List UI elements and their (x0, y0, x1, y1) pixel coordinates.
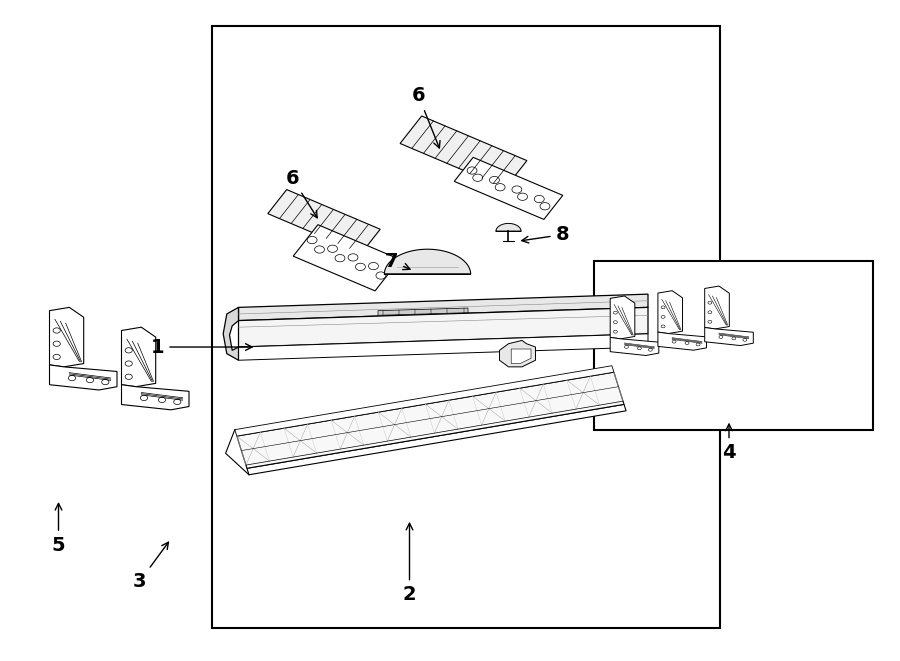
Polygon shape (378, 308, 468, 315)
Polygon shape (122, 327, 156, 387)
Polygon shape (247, 405, 626, 475)
Polygon shape (400, 116, 526, 188)
Polygon shape (658, 332, 706, 350)
Polygon shape (705, 286, 729, 329)
Polygon shape (50, 307, 84, 367)
Polygon shape (268, 190, 380, 253)
FancyBboxPatch shape (212, 26, 720, 628)
Text: 4: 4 (722, 424, 736, 462)
Polygon shape (122, 385, 189, 410)
Polygon shape (50, 365, 117, 390)
Polygon shape (237, 372, 624, 468)
Polygon shape (293, 225, 400, 291)
Polygon shape (500, 340, 536, 367)
Text: 3: 3 (133, 542, 168, 591)
Polygon shape (610, 337, 659, 356)
Polygon shape (223, 307, 238, 360)
Polygon shape (238, 294, 648, 321)
Polygon shape (511, 349, 531, 364)
Text: 7: 7 (385, 252, 410, 270)
Polygon shape (454, 157, 562, 219)
Text: 5: 5 (51, 504, 66, 555)
FancyBboxPatch shape (594, 261, 873, 430)
Text: 6: 6 (285, 169, 317, 217)
Polygon shape (705, 327, 753, 346)
Text: 1: 1 (150, 338, 252, 356)
Text: 8: 8 (522, 225, 570, 244)
Polygon shape (610, 296, 634, 339)
Polygon shape (658, 291, 682, 334)
Polygon shape (496, 223, 521, 231)
Polygon shape (235, 366, 614, 436)
Polygon shape (384, 249, 471, 274)
Polygon shape (238, 334, 648, 360)
Text: 6: 6 (411, 87, 440, 148)
Polygon shape (238, 307, 648, 347)
Text: 2: 2 (402, 524, 417, 604)
